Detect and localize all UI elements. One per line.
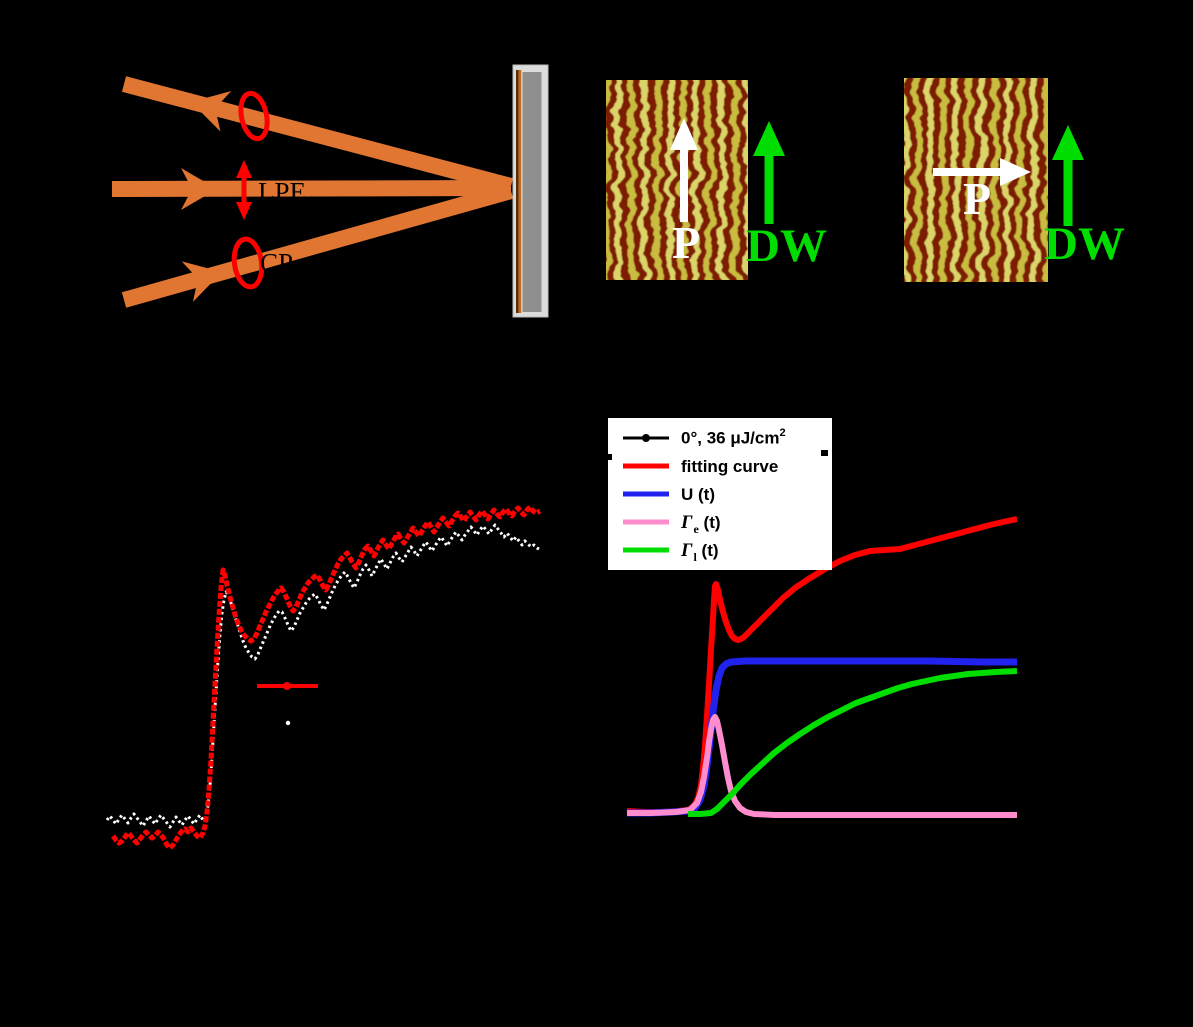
right-plot-legend: 0°, 36 μJ/cm2 fitting curve U (t) Γe (t) [605, 418, 832, 570]
inset-legend-white-dot-dot [285, 720, 291, 726]
p-arrowhead-right-icon [1000, 158, 1031, 186]
circular-polarization-label-fragment: CP [260, 248, 293, 278]
gamma-symbol: Γ [681, 539, 693, 561]
beam-arrowhead-top [191, 91, 232, 132]
polarization-ellipse-bottom [231, 236, 265, 290]
legend-marker-dot [642, 434, 650, 442]
legend-label: fitting curve [681, 456, 779, 476]
dw-arrowhead-up-icon [1052, 125, 1084, 160]
Gamma-e-of-t-pink [627, 714, 1017, 818]
legend-row-U: U (t) [608, 481, 832, 507]
legend-label: Γe (t) [681, 511, 721, 535]
legend-row-gamma-l: Γl (t) [608, 537, 832, 563]
legend-label: 0°, 36 μJ/cm2 [681, 427, 786, 448]
legend-label-subscript: l [693, 549, 697, 564]
legend-marker [623, 547, 669, 553]
beam-lines [111, 76, 514, 308]
axis-tick-mark [605, 454, 612, 460]
legend-label: U (t) [681, 484, 715, 504]
polarization-marks [231, 90, 270, 290]
legend-marker [623, 463, 669, 469]
reflected-beam-top [121, 76, 514, 194]
polarization-arrowhead-up [236, 160, 252, 178]
p-label-right: P [963, 173, 991, 224]
inset-legend-red-line-dot [283, 682, 291, 690]
polarization-arrowhead-down [236, 202, 252, 220]
Gamma-l-of-t-green [688, 668, 1018, 817]
legend-row-gamma-e: Γe (t) [608, 509, 832, 535]
afm-image-left [606, 80, 748, 280]
sample-film-dark-line [516, 70, 519, 313]
legend-label-text: 0°, 36 μJ/cm [681, 428, 780, 448]
measured-data-white-markers [105, 523, 540, 829]
sample-slab [512, 64, 549, 318]
polarization-ellipse-top [238, 90, 270, 142]
gamma-symbol: Γ [681, 511, 693, 533]
beam-arrowhead-middle [181, 168, 217, 210]
left-plot-curves [105, 504, 542, 851]
linear-polarization-label: LPE [258, 177, 306, 207]
legend-label-text: (t) [698, 512, 721, 532]
legend-label-superscript: 2 [779, 427, 786, 440]
legend-row-data: 0°, 36 μJ/cm2 [608, 425, 832, 451]
sample-inner [522, 72, 542, 312]
sample-film-light-line [518, 70, 522, 313]
legend-marker [623, 491, 669, 497]
legend-marker [623, 434, 669, 442]
dw-arrowhead-up-icon [753, 121, 785, 156]
dw-label-right: DW [1044, 218, 1125, 270]
dw-label-left: DW [746, 220, 827, 272]
legend-label-text: (t) [696, 540, 719, 560]
polarization-double-arrow-heads [236, 160, 252, 220]
right-plot-curves [626, 516, 1018, 818]
beam-arrowheads [181, 91, 232, 302]
U-of-t-blue [627, 657, 1017, 817]
pump-beam-middle [111, 180, 512, 197]
fit-trace-red [111, 504, 542, 851]
afm-image-right [904, 78, 1048, 282]
probe-beam-bottom [121, 183, 514, 308]
legend-row-fitting-curve: fitting curve [608, 453, 832, 479]
legend-label-subscript: e [693, 521, 699, 536]
beam-arrowhead-bottom [181, 261, 222, 302]
p-label-left: P [672, 217, 700, 268]
axis-tick-mark [821, 450, 828, 456]
legend-label: Γl (t) [681, 539, 719, 563]
p-arrowhead-up-icon [670, 118, 698, 150]
legend-marker [623, 519, 669, 525]
